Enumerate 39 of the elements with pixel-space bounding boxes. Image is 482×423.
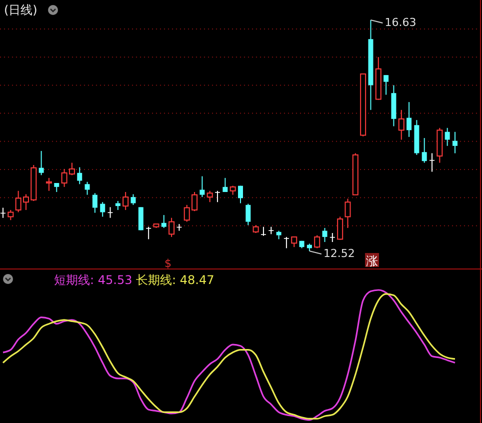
candlestick [200, 176, 205, 198]
candlestick [161, 214, 166, 228]
candlestick [322, 227, 328, 243]
candlestick [46, 177, 52, 192]
candlestick [146, 226, 152, 240]
candlestick [122, 191, 129, 210]
candlestick [100, 202, 106, 218]
annotation: 16.63 [384, 16, 416, 29]
candlestick [246, 203, 251, 226]
text: 涨 [366, 254, 378, 268]
candlestick [92, 192, 98, 214]
candlestick [291, 236, 298, 248]
text: $ [164, 257, 172, 270]
candlestick [444, 127, 450, 146]
candlestick [206, 190, 213, 203]
annotation: 12.52 [323, 247, 355, 260]
candlestick [398, 109, 404, 140]
candlestick [238, 185, 243, 204]
candlestick [452, 131, 458, 154]
candlestick [384, 74, 389, 96]
candlestick [284, 236, 289, 249]
candlestick [84, 181, 90, 196]
candlestick [337, 216, 344, 240]
candlestick [168, 217, 175, 238]
candlestick [215, 190, 220, 203]
candlestick [406, 102, 412, 138]
candlestick [314, 234, 320, 249]
candlestick [422, 138, 427, 164]
candlestick [77, 166, 82, 185]
candlestick [108, 206, 113, 218]
candlestick [130, 194, 136, 206]
candlestick [138, 206, 144, 231]
candlestick [222, 177, 228, 192]
text: 短期线: 45.53 [54, 273, 132, 287]
candlestick [8, 209, 14, 221]
candlestick [344, 198, 351, 228]
text: 长期线: 48.47 [136, 273, 214, 287]
candlestick [38, 150, 44, 176]
chart-title: (日线) [4, 3, 38, 17]
